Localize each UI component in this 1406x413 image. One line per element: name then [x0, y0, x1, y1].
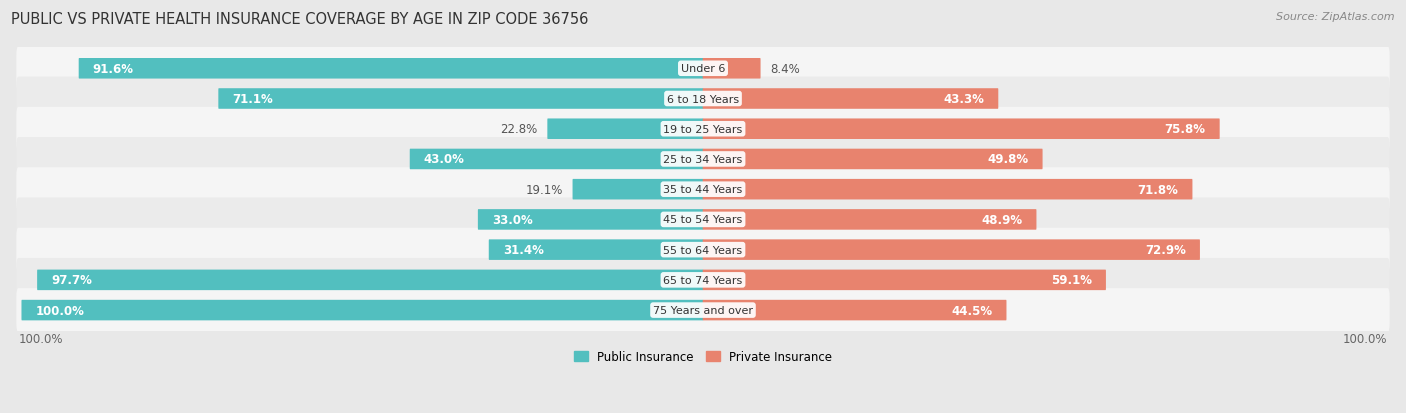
FancyBboxPatch shape: [17, 198, 1389, 242]
FancyBboxPatch shape: [703, 89, 998, 109]
Text: 22.8%: 22.8%: [501, 123, 537, 136]
FancyBboxPatch shape: [17, 168, 1389, 211]
FancyBboxPatch shape: [547, 119, 703, 140]
Text: Source: ZipAtlas.com: Source: ZipAtlas.com: [1277, 12, 1395, 22]
FancyBboxPatch shape: [218, 89, 703, 109]
FancyBboxPatch shape: [489, 240, 703, 260]
Text: 75.8%: 75.8%: [1164, 123, 1206, 136]
Text: 19 to 25 Years: 19 to 25 Years: [664, 124, 742, 134]
Text: 43.0%: 43.0%: [423, 153, 464, 166]
FancyBboxPatch shape: [703, 240, 1199, 260]
FancyBboxPatch shape: [703, 180, 1192, 200]
FancyBboxPatch shape: [703, 150, 1043, 170]
FancyBboxPatch shape: [17, 138, 1389, 181]
Text: 6 to 18 Years: 6 to 18 Years: [666, 94, 740, 104]
Text: 71.8%: 71.8%: [1137, 183, 1178, 196]
Text: 35 to 44 Years: 35 to 44 Years: [664, 185, 742, 195]
FancyBboxPatch shape: [21, 300, 703, 320]
FancyBboxPatch shape: [17, 228, 1389, 272]
FancyBboxPatch shape: [703, 119, 1219, 140]
Text: 75 Years and over: 75 Years and over: [652, 305, 754, 315]
Text: 100.0%: 100.0%: [1343, 332, 1388, 345]
FancyBboxPatch shape: [703, 270, 1107, 290]
Text: 25 to 34 Years: 25 to 34 Years: [664, 154, 742, 164]
Text: 31.4%: 31.4%: [503, 244, 544, 256]
Text: 49.8%: 49.8%: [987, 153, 1029, 166]
Legend: Public Insurance, Private Insurance: Public Insurance, Private Insurance: [569, 346, 837, 368]
Text: 45 to 54 Years: 45 to 54 Years: [664, 215, 742, 225]
Text: 91.6%: 91.6%: [93, 63, 134, 76]
Text: 100.0%: 100.0%: [35, 304, 84, 317]
Text: 44.5%: 44.5%: [952, 304, 993, 317]
FancyBboxPatch shape: [17, 107, 1389, 151]
FancyBboxPatch shape: [17, 77, 1389, 121]
Text: 33.0%: 33.0%: [492, 214, 533, 226]
Text: 19.1%: 19.1%: [526, 183, 562, 196]
FancyBboxPatch shape: [17, 258, 1389, 302]
Text: 43.3%: 43.3%: [943, 93, 984, 106]
Text: 65 to 74 Years: 65 to 74 Years: [664, 275, 742, 285]
Text: 100.0%: 100.0%: [18, 332, 63, 345]
Text: 59.1%: 59.1%: [1050, 274, 1092, 287]
Text: 97.7%: 97.7%: [51, 274, 91, 287]
Text: PUBLIC VS PRIVATE HEALTH INSURANCE COVERAGE BY AGE IN ZIP CODE 36756: PUBLIC VS PRIVATE HEALTH INSURANCE COVER…: [11, 12, 589, 27]
Text: 72.9%: 72.9%: [1144, 244, 1187, 256]
Text: 71.1%: 71.1%: [232, 93, 273, 106]
FancyBboxPatch shape: [17, 288, 1389, 332]
FancyBboxPatch shape: [17, 47, 1389, 91]
FancyBboxPatch shape: [79, 59, 703, 79]
Text: 8.4%: 8.4%: [770, 63, 800, 76]
FancyBboxPatch shape: [703, 210, 1036, 230]
FancyBboxPatch shape: [703, 300, 1007, 320]
Text: Under 6: Under 6: [681, 64, 725, 74]
Text: 48.9%: 48.9%: [981, 214, 1022, 226]
FancyBboxPatch shape: [409, 150, 703, 170]
FancyBboxPatch shape: [37, 270, 703, 290]
Text: 55 to 64 Years: 55 to 64 Years: [664, 245, 742, 255]
FancyBboxPatch shape: [572, 180, 703, 200]
FancyBboxPatch shape: [703, 59, 761, 79]
FancyBboxPatch shape: [478, 210, 703, 230]
